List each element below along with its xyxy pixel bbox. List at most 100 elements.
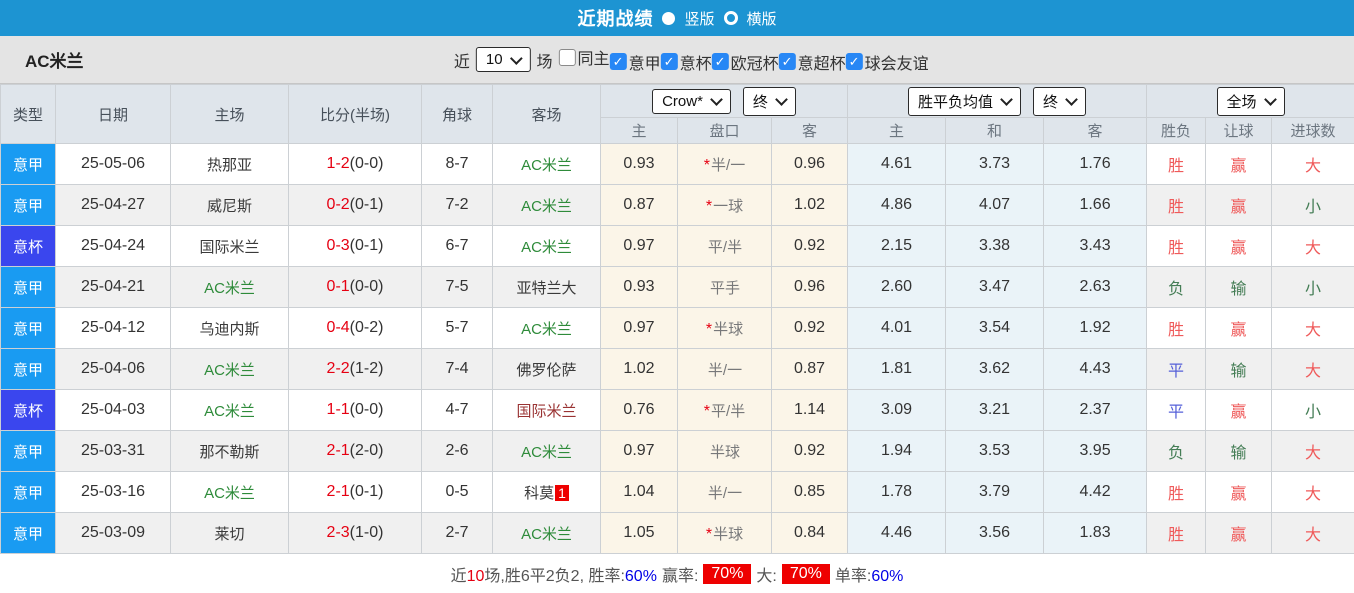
radio-vertical-label[interactable]: 竖版 bbox=[684, 8, 714, 29]
fulltime-score: 0-4 bbox=[327, 319, 350, 336]
ah-home-odds-cell: 0.93 bbox=[601, 144, 678, 185]
ah-line-cell: 平手 bbox=[678, 267, 772, 308]
wdl-average-select[interactable]: 胜平负均值 bbox=[908, 87, 1021, 116]
checkbox-checked-icon[interactable]: ✓ bbox=[712, 53, 729, 70]
away-team-cell: 佛罗伦萨 bbox=[493, 349, 601, 390]
home-team-name[interactable]: AC米兰 bbox=[204, 362, 255, 379]
goals-result-cell: 小 bbox=[1272, 267, 1354, 308]
wdl-result: 负 bbox=[1168, 445, 1184, 462]
handicap-line: 平/半 bbox=[711, 403, 745, 420]
layout-radio-group: 竖版 横版 bbox=[662, 8, 776, 29]
ah-line-cell: 半球 bbox=[678, 431, 772, 472]
score-cell: 1-1(0-0) bbox=[289, 390, 422, 431]
full-match-select[interactable]: 全场 bbox=[1217, 87, 1285, 116]
radio-horizontal-icon[interactable] bbox=[724, 11, 738, 25]
away-team-name[interactable]: AC米兰 bbox=[521, 198, 572, 215]
corners-cell: 7-2 bbox=[422, 185, 493, 226]
subheader-1x2-draw: 和 bbox=[946, 118, 1044, 144]
radio-horizontal-label[interactable]: 横版 bbox=[747, 8, 777, 29]
checkbox-checked-icon[interactable]: ✓ bbox=[610, 53, 627, 70]
league-filter-欧冠杯[interactable]: ✓欧冠杯 bbox=[712, 50, 779, 74]
checkbox-label: 意杯 bbox=[680, 50, 712, 74]
away-team-name[interactable]: 亚特兰大 bbox=[516, 280, 576, 297]
checkbox-checked-icon[interactable]: ✓ bbox=[661, 53, 678, 70]
odds-time-select[interactable]: 终 bbox=[743, 87, 796, 116]
wdl-average-select-group: 胜平负均值 终 bbox=[848, 85, 1147, 118]
radio-vertical-selected-icon[interactable] bbox=[662, 12, 675, 25]
corners-cell: 4-7 bbox=[422, 390, 493, 431]
home-team-name[interactable]: 国际米兰 bbox=[199, 239, 259, 256]
home-team-cell: 那不勒斯 bbox=[171, 431, 289, 472]
match-count-select[interactable]: 10 bbox=[476, 47, 531, 72]
league-filter-意超杯[interactable]: ✓意超杯 bbox=[779, 50, 846, 74]
home-team-cell: AC米兰 bbox=[171, 349, 289, 390]
handicap-rate-badge: 70% bbox=[703, 564, 751, 584]
big-rate-badge: 70% bbox=[782, 564, 830, 584]
ah-away-odds-cell: 0.85 bbox=[772, 472, 848, 513]
home-team-name[interactable]: AC米兰 bbox=[204, 280, 255, 297]
checkbox-checked-icon[interactable]: ✓ bbox=[846, 53, 863, 70]
away-team-name[interactable]: 国际米兰 bbox=[516, 403, 576, 420]
home-team-name[interactable]: AC米兰 bbox=[204, 485, 255, 502]
ah-away-odds-cell: 0.92 bbox=[772, 226, 848, 267]
ah-away-odds-cell: 0.96 bbox=[772, 267, 848, 308]
checkbox-unchecked-icon[interactable] bbox=[559, 49, 576, 66]
date-cell: 25-03-09 bbox=[56, 513, 171, 554]
away-team-name[interactable]: AC米兰 bbox=[521, 444, 572, 461]
away-team-cell: AC米兰 bbox=[493, 513, 601, 554]
home-team-name[interactable]: 威尼斯 bbox=[207, 198, 252, 215]
score-cell: 0-4(0-2) bbox=[289, 308, 422, 349]
home-team-name[interactable]: 热那亚 bbox=[207, 157, 252, 174]
checkbox-checked-icon[interactable]: ✓ bbox=[779, 53, 796, 70]
score-cell: 0-2(0-1) bbox=[289, 185, 422, 226]
corners-cell: 6-7 bbox=[422, 226, 493, 267]
away-team-name[interactable]: 佛罗伦萨 bbox=[516, 362, 576, 379]
table-row: 意杯 25-04-24 国际米兰 0-3(0-1) 6-7 AC米兰 0.97 … bbox=[1, 226, 1354, 267]
odds-company-select[interactable]: Crow* bbox=[652, 89, 731, 114]
handicap-result: 赢 bbox=[1231, 486, 1247, 503]
away-team-name[interactable]: 科莫 bbox=[524, 485, 554, 502]
home-team-name[interactable]: AC米兰 bbox=[204, 403, 255, 420]
halftime-score: (2-0) bbox=[350, 442, 384, 459]
league-filter-意甲[interactable]: ✓意甲 bbox=[610, 50, 661, 74]
home-team-name[interactable]: 莱切 bbox=[214, 526, 244, 543]
home-team-name[interactable]: 那不勒斯 bbox=[199, 444, 259, 461]
col-header-corners: 角球 bbox=[422, 85, 493, 144]
ah-home-odds-cell: 1.04 bbox=[601, 472, 678, 513]
avg-home-odds-cell: 2.60 bbox=[848, 267, 946, 308]
wdl-result-cell: 负 bbox=[1147, 267, 1206, 308]
league-filter-意杯[interactable]: ✓意杯 bbox=[661, 50, 712, 74]
subheader-ah-home: 主 bbox=[601, 118, 678, 144]
star-marker: * bbox=[704, 403, 710, 420]
subheader-1x2-away: 客 bbox=[1044, 118, 1147, 144]
away-team-cell: AC米兰 bbox=[493, 185, 601, 226]
subheader-goals: 进球数 bbox=[1272, 118, 1354, 144]
wdl-time-select[interactable]: 终 bbox=[1033, 87, 1086, 116]
wdl-result: 胜 bbox=[1168, 199, 1184, 216]
league-filter-球会友谊[interactable]: ✓球会友谊 bbox=[846, 50, 929, 74]
league-filter-同主[interactable]: 同主 bbox=[559, 45, 610, 69]
home-team-cell: 威尼斯 bbox=[171, 185, 289, 226]
away-team-name[interactable]: AC米兰 bbox=[521, 321, 572, 338]
handicap-result: 赢 bbox=[1231, 322, 1247, 339]
fulltime-score: 2-2 bbox=[327, 360, 350, 377]
fulltime-score: 2-1 bbox=[327, 442, 350, 459]
ah-away-odds-cell: 0.96 bbox=[772, 144, 848, 185]
goals-result: 大 bbox=[1305, 240, 1321, 257]
away-team-name[interactable]: AC米兰 bbox=[521, 526, 572, 543]
away-team-name[interactable]: AC米兰 bbox=[521, 157, 572, 174]
handicap-result: 赢 bbox=[1231, 527, 1247, 544]
home-team-name[interactable]: 乌迪内斯 bbox=[199, 321, 259, 338]
table-row: 意甲 25-04-06 AC米兰 2-2(1-2) 7-4 佛罗伦萨 1.02 … bbox=[1, 349, 1354, 390]
handicap-result-cell: 输 bbox=[1206, 267, 1272, 308]
handicap-line: 半球 bbox=[713, 526, 743, 543]
date-cell: 25-04-21 bbox=[56, 267, 171, 308]
table-row: 意杯 25-04-03 AC米兰 1-1(0-0) 4-7 国际米兰 0.76 … bbox=[1, 390, 1354, 431]
avg-home-odds-cell: 2.15 bbox=[848, 226, 946, 267]
goals-result: 小 bbox=[1305, 281, 1321, 298]
ah-away-odds-cell: 1.02 bbox=[772, 185, 848, 226]
near-label: 近 bbox=[454, 48, 470, 72]
away-team-name[interactable]: AC米兰 bbox=[521, 239, 572, 256]
handicap-result: 赢 bbox=[1231, 158, 1247, 175]
